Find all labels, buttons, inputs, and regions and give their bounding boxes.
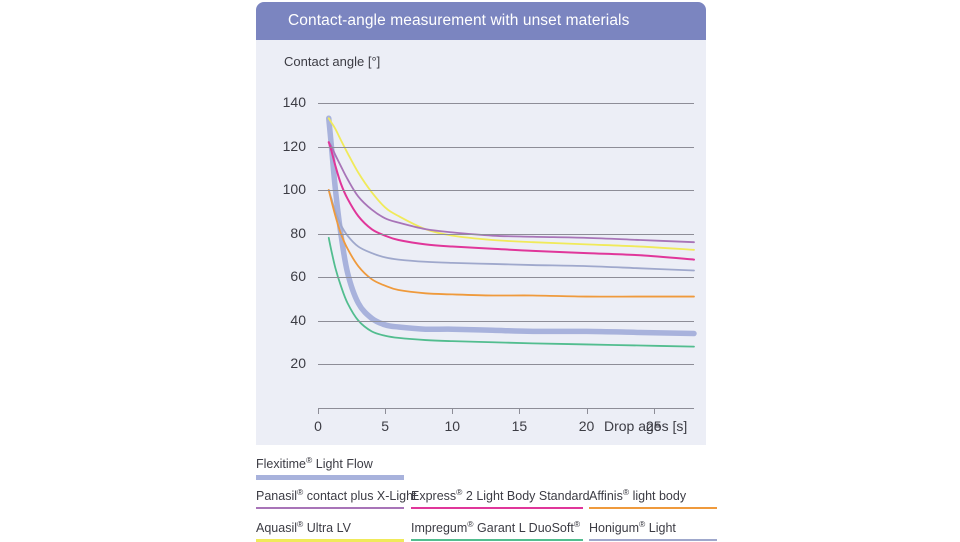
x-axis-tick bbox=[452, 408, 454, 414]
chart-panel: Contact angle [°] 20 40 60 80 100 120 140 0 5 10 1… bbox=[256, 40, 706, 445]
legend-color-swatch bbox=[589, 507, 717, 509]
gridline bbox=[318, 233, 694, 235]
gridline bbox=[318, 190, 694, 191]
legend-item: Honigum® Light bbox=[589, 520, 717, 541]
legend-item: Flexitime® Light Flow bbox=[256, 456, 404, 480]
x-axis-tick bbox=[653, 408, 655, 414]
y-axis-tick-label: 20 bbox=[290, 355, 306, 371]
legend-color-swatch bbox=[256, 507, 404, 509]
legend-item-label: Flexitime® Light Flow bbox=[256, 454, 373, 471]
legend-item-label: Affinis® light body bbox=[589, 486, 687, 503]
y-axis-tick-label: 120 bbox=[282, 137, 306, 154]
legend-item: Affinis® light body bbox=[589, 488, 717, 509]
legend: Flexitime® Light Flow Panasil® contact pl… bbox=[256, 448, 717, 542]
legend-item: Panasil® contact plus X-Light bbox=[256, 488, 417, 509]
legend-item: Aquasil® Ultra LV bbox=[256, 520, 404, 542]
legend-item-label: Honigum® Light bbox=[589, 518, 676, 535]
gridline bbox=[318, 146, 694, 148]
x-axis-tick-label: 15 bbox=[511, 418, 528, 434]
gridline bbox=[318, 320, 694, 322]
legend-color-swatch bbox=[411, 539, 583, 541]
x-axis-tick-label: 20 bbox=[578, 418, 595, 434]
series-line bbox=[327, 189, 695, 298]
curve-layer bbox=[325, 115, 697, 348]
gridline bbox=[318, 103, 694, 104]
x-axis-tick-label: 10 bbox=[444, 418, 461, 434]
legend-item-label: Aquasil® Ultra LV bbox=[256, 518, 351, 535]
x-axis-tick bbox=[586, 408, 588, 414]
x-axis-tick-label: 0 bbox=[314, 418, 322, 434]
figure-title: Contact-angle measurement with unset mat… bbox=[288, 12, 630, 29]
x-axis-line bbox=[318, 408, 694, 409]
y-axis-tick-label: 60 bbox=[290, 268, 306, 284]
gridline bbox=[318, 364, 694, 365]
legend-item-label: Panasil® contact plus X-Light bbox=[256, 486, 417, 503]
y-axis-tick-label: 140 bbox=[282, 94, 306, 110]
gridline bbox=[318, 277, 694, 278]
y-axis-tick-label: 80 bbox=[290, 224, 306, 241]
legend-color-swatch bbox=[256, 475, 404, 480]
legend-item: Impregum® Garant L DuoSoft® bbox=[411, 520, 583, 541]
y-axis-tick-label: 100 bbox=[282, 181, 306, 197]
x-axis-title: Drop ages [s] bbox=[604, 418, 688, 434]
series-line bbox=[327, 189, 695, 272]
y-axis-title: Contact angle [°] bbox=[284, 54, 381, 69]
series-line bbox=[325, 115, 697, 337]
plot-area: 20 40 60 80 100 120 140 0 5 10 15 20 25 Drop ages [s] bbox=[256, 40, 706, 445]
legend-item-label: Express® 2 Light Body Standard bbox=[411, 486, 590, 503]
legend-color-swatch bbox=[589, 539, 717, 541]
legend-item: Express® 2 Light Body Standard bbox=[411, 488, 590, 509]
legend-color-swatch bbox=[411, 507, 583, 509]
x-axis-tick bbox=[318, 408, 319, 414]
series-line bbox=[327, 141, 695, 261]
x-axis-tick bbox=[519, 408, 521, 414]
series-line bbox=[327, 141, 695, 244]
x-axis-tick bbox=[385, 408, 387, 414]
y-axis-tick-label: 40 bbox=[290, 311, 306, 328]
x-axis-tick-label: 25 bbox=[645, 418, 662, 434]
x-axis-tick-label: 5 bbox=[381, 418, 390, 434]
series-line bbox=[327, 117, 695, 251]
legend-item-label: Impregum® Garant L DuoSoft® bbox=[411, 518, 581, 535]
figure-title-bar: Contact-angle measurement with unset mat… bbox=[256, 2, 706, 40]
